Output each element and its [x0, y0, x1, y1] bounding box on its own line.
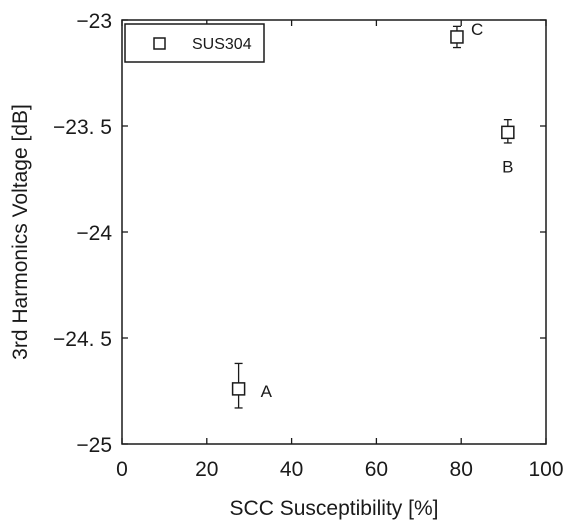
data-point-square-marker	[501, 125, 515, 140]
y-tick-label: −25	[76, 434, 112, 457]
y-axis-label: 3rd Harmonics Voltage [dB]	[9, 104, 32, 360]
x-tick-label: 40	[280, 458, 303, 481]
x-axis-ticks: 0 20 40 60 80 100	[116, 20, 564, 481]
data-point-square-marker	[450, 30, 464, 44]
x-tick-label: 100	[528, 458, 563, 481]
x-tick-label: 20	[195, 458, 218, 481]
y-tick-label: −23	[76, 10, 112, 33]
y-tick-label: −24	[76, 222, 112, 245]
data-point-square-marker	[231, 382, 246, 396]
y-axis-ticks: −25 −24. 5 −24 −23. 5 −23	[53, 10, 546, 457]
data-points: A B C	[231, 20, 515, 409]
point-label: A	[261, 382, 273, 401]
x-axis-label: SCC Susceptibility [%]	[230, 497, 439, 520]
point-label: C	[471, 20, 483, 39]
legend-marker-square-icon	[153, 37, 166, 50]
y-tick-label: −23. 5	[53, 116, 112, 139]
plot-frame	[121, 19, 547, 445]
legend-series-name: SUS304	[192, 36, 252, 53]
legend-box	[124, 23, 265, 63]
legend: SUS304	[124, 23, 265, 63]
x-tick-label: 60	[365, 458, 388, 481]
x-tick-label: 0	[116, 458, 128, 481]
point-label: B	[502, 157, 513, 176]
x-tick-label: 80	[450, 458, 473, 481]
y-tick-label: −24. 5	[53, 328, 112, 351]
